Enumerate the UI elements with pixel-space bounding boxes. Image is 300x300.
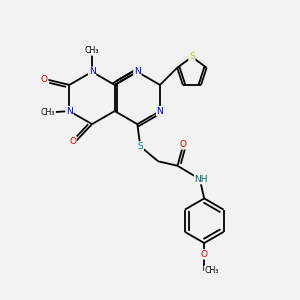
Text: CH₃: CH₃: [85, 46, 99, 55]
Text: N: N: [134, 67, 141, 76]
Text: N: N: [66, 106, 73, 116]
Text: S: S: [189, 52, 195, 62]
Text: N: N: [89, 67, 95, 76]
Text: NH: NH: [194, 175, 208, 184]
Text: N: N: [157, 106, 164, 116]
Text: O: O: [69, 137, 76, 146]
Text: CH₃: CH₃: [204, 266, 219, 275]
Text: O: O: [40, 75, 48, 84]
Text: O: O: [180, 140, 187, 149]
Text: O: O: [201, 250, 208, 259]
Text: CH₃: CH₃: [41, 108, 55, 117]
Text: S: S: [137, 142, 143, 151]
